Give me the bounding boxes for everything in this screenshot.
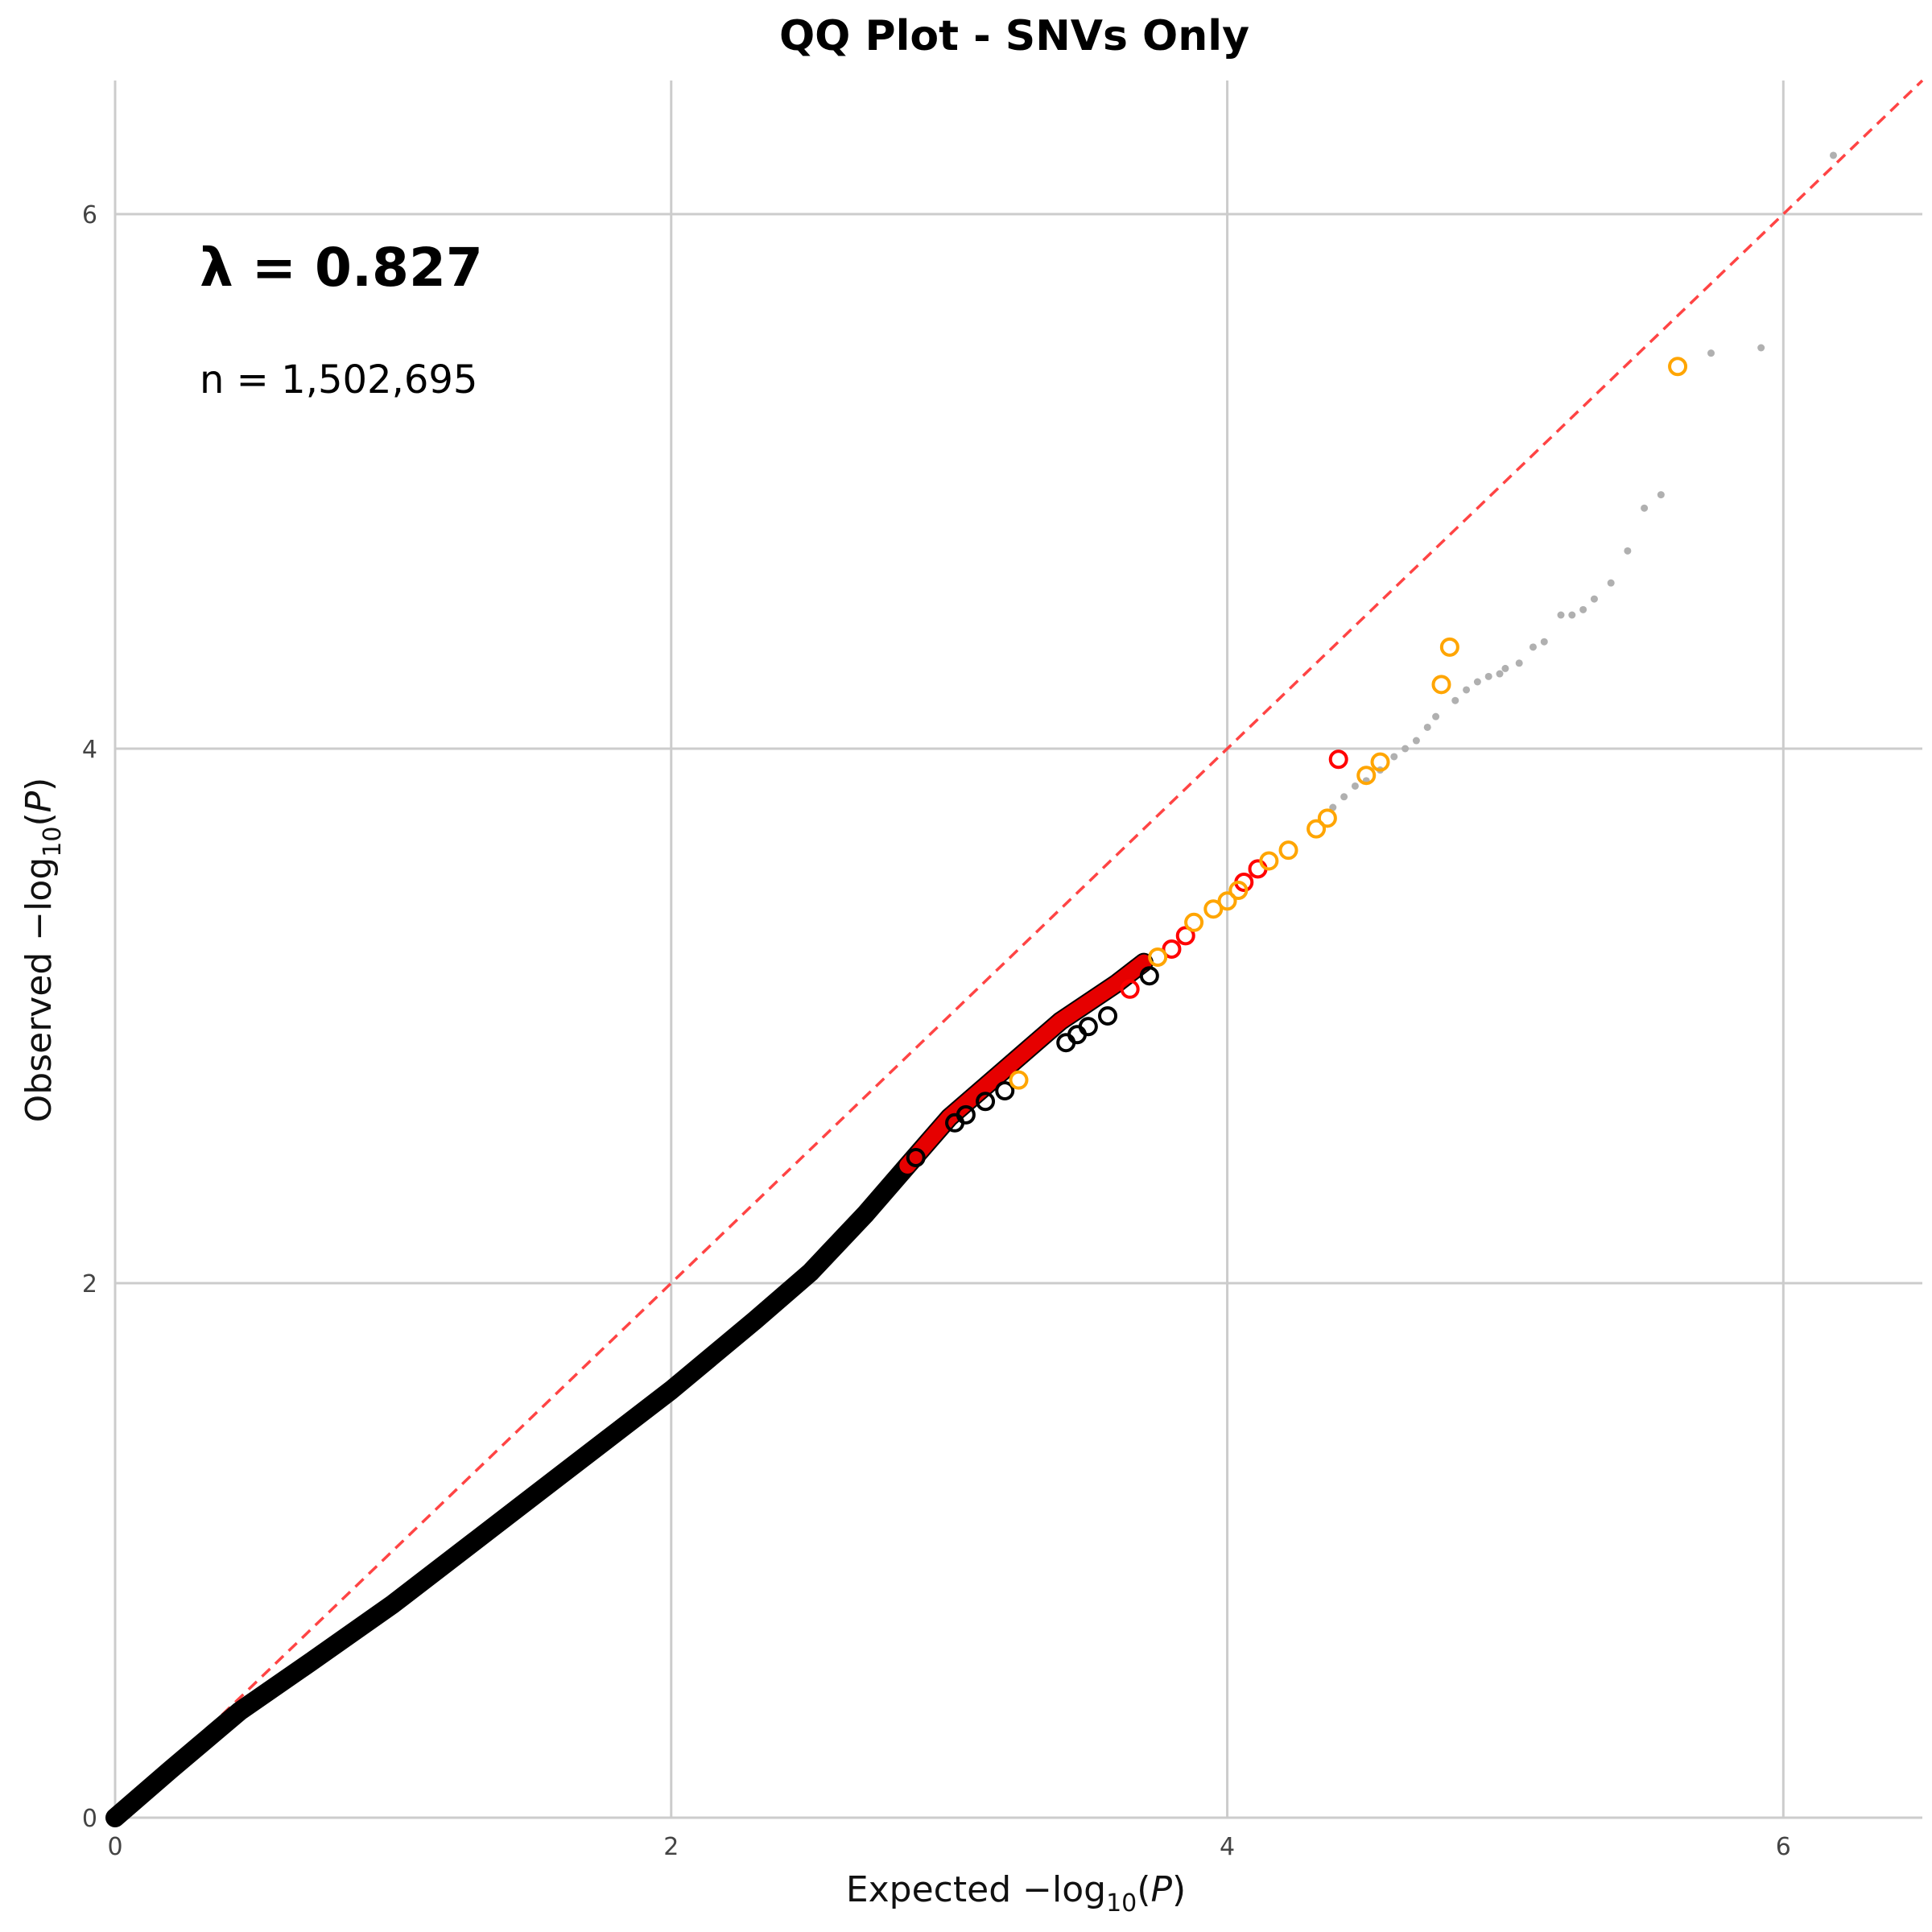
y-axis-subscript: 10 [39,827,67,857]
grey-point [1451,696,1459,704]
grey-point [1515,659,1523,667]
grey-point [1484,672,1492,680]
red-circle [1162,939,1182,959]
orange-circle [1203,899,1224,919]
y-tick-label: 2 [82,1270,97,1298]
grey-point [1590,595,1598,603]
x-axis-minus: − [1022,1869,1052,1910]
grey-point [1657,491,1665,499]
grey-point [1351,782,1359,790]
grey-point [1402,745,1410,753]
grey-point [1757,344,1765,352]
y-axis-variable: P [19,791,60,812]
orange-circle [1431,675,1451,695]
black-circle [995,1080,1015,1100]
orange-circle [1307,819,1327,839]
black-circle [1067,1025,1088,1045]
y-axis-open-paren: ( [19,812,60,826]
x-axis-variable: P [1150,1869,1172,1910]
lambda-annotation: λ = 0.827 [200,237,483,299]
grey-points [1329,151,1837,811]
x-axis-close-paren: ) [1172,1869,1186,1910]
grey-point [1829,151,1837,159]
black-circle [906,1147,926,1167]
grey-point [1501,664,1509,672]
orange-circle [1217,891,1237,911]
orange-circle [1228,880,1249,900]
x-tick-label: 6 [1776,1833,1791,1861]
grey-point [1557,611,1565,619]
tick-labels: 0 2 4 6 0 2 4 6 [82,201,1791,1861]
grey-point [1568,611,1576,619]
black-circle [1098,1006,1118,1026]
y-tick-label: 0 [82,1805,97,1833]
grey-point [1463,686,1471,694]
red-circles [1120,749,1348,999]
x-tick-label: 4 [1220,1833,1235,1861]
red-circle [1328,749,1348,770]
grey-point [1412,737,1420,745]
grey-point [1496,670,1504,678]
x-tick-label: 2 [663,1833,679,1861]
y-axis-label-prefix: Observed [19,941,60,1123]
x-axis-label: Expected −log10(P) [846,1869,1186,1918]
chart-title: QQ Plot - SNVs Only [779,12,1249,60]
grey-point [1641,504,1649,512]
x-axis-log: log [1052,1869,1106,1910]
orange-circle [1009,1070,1029,1090]
black-circles [906,966,1159,1167]
sample-size-annotation: n = 1,502,695 [200,357,477,402]
x-axis-label-prefix: Expected [846,1869,1022,1910]
grey-point [1432,712,1440,720]
orange-circles [1009,357,1688,1090]
orange-circle [1259,851,1279,871]
black-circle [1078,1017,1098,1037]
grey-point [1423,723,1431,731]
y-axis-log: log [19,857,60,911]
orange-circle [1668,357,1688,377]
orange-circle [1439,637,1459,657]
y-axis-close-paren: ) [19,778,60,791]
grey-point [1340,793,1348,801]
black-circle [976,1092,996,1112]
diagonal-line [114,79,1924,1819]
red-circle [1120,979,1140,999]
y-tick-label: 4 [82,736,97,764]
y-axis-label: Observed −log10(P) [19,778,67,1123]
orange-circle [1184,912,1204,932]
x-axis-subscript: 10 [1106,1889,1137,1918]
red-band [899,954,1152,1174]
orange-circle [1148,947,1168,967]
grey-point [1624,547,1632,555]
main-points-curve [105,952,1154,1827]
y-axis-minus: − [19,911,60,941]
y-tick-label: 6 [82,201,97,229]
red-circle [1248,859,1268,879]
grey-point [1390,753,1398,761]
black-circle [956,1104,976,1125]
x-axis-open-paren: ( [1137,1869,1150,1910]
grey-point [1579,605,1587,613]
orange-circle [1370,752,1390,772]
orange-circle [1356,766,1377,786]
orange-circle [1317,808,1337,828]
red-circle [1175,926,1195,946]
grey-point [1707,349,1715,357]
black-circle [1139,966,1159,986]
x-tick-label: 0 [107,1833,122,1861]
black-circle [1056,1033,1076,1053]
orange-circle [1278,840,1298,861]
grey-point [1607,579,1615,587]
grey-point [1473,678,1481,686]
grey-point [1529,643,1537,651]
reference-line [114,79,1924,1819]
grid [114,80,1922,1819]
grey-point [1540,638,1548,646]
